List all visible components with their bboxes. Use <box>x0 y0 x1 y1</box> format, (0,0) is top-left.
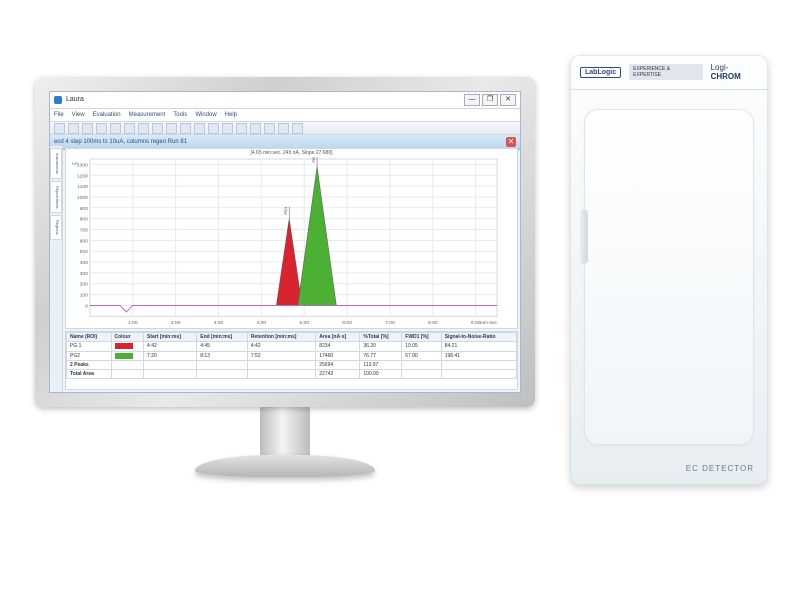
table-row[interactable]: PG 1 4:424:454:42 823436.2010.0584.21 <box>67 342 517 351</box>
side-tab-strip: Instruments Report fields Regions <box>50 146 63 392</box>
svg-text:5:00: 5:00 <box>299 320 309 326</box>
svg-text:1000: 1000 <box>77 195 88 201</box>
svg-text:PG2: PG2 <box>311 157 316 163</box>
product-name: Logi-CHROM <box>711 63 758 81</box>
svg-text:PG1: PG1 <box>283 206 288 215</box>
table-header: FWD1 [%] <box>402 333 441 342</box>
toolbar-button[interactable] <box>82 123 93 134</box>
sidetab-report[interactable]: Report fields <box>50 181 62 213</box>
chart-canvas: 0 100 200 300 400 500 600 700 800 900 1000 1100 1200… <box>66 157 517 328</box>
svg-text:900: 900 <box>80 206 89 212</box>
svg-text:7:00: 7:00 <box>385 320 395 326</box>
table-header: Name (ROI) <box>67 333 112 342</box>
toolbar <box>50 122 520 135</box>
svg-text:8:00: 8:00 <box>428 320 438 326</box>
instrument-door-handle[interactable] <box>580 209 588 264</box>
toolbar-button[interactable] <box>250 123 261 134</box>
maximize-button[interactable]: ❐ <box>482 94 498 106</box>
menu-measurement[interactable]: Measurement <box>129 112 166 118</box>
toolbar-button[interactable] <box>166 123 177 134</box>
sidetab-instruments[interactable]: Instruments <box>50 148 62 179</box>
table-row[interactable]: PG2 7:208:137:52 1746076.7767.00198.41 <box>67 351 517 360</box>
results-table: Name (ROI)ColourStart [min:ms]End [min:m… <box>65 331 518 390</box>
svg-text:1300: 1300 <box>77 162 88 168</box>
app-title: Laura <box>66 92 84 108</box>
monitor-stand-neck <box>260 405 310 460</box>
svg-text:100: 100 <box>80 293 89 299</box>
svg-text:3:00: 3:00 <box>214 320 224 326</box>
window-titlebar: Laura — ❐ ✕ <box>50 92 520 109</box>
ec-detector-instrument: LabLogic EXPERIENCE & EXPERTISE Logi-CHR… <box>570 55 768 485</box>
svg-text:6:00: 6:00 <box>342 320 352 326</box>
minimize-button[interactable]: — <box>464 94 480 106</box>
menu-help[interactable]: Help <box>225 112 237 118</box>
toolbar-button[interactable] <box>222 123 233 134</box>
svg-text:4:00: 4:00 <box>257 320 267 326</box>
screen: Laura — ❐ ✕ File View Evaluation Measure… <box>49 91 521 393</box>
monitor-bezel: Laura — ❐ ✕ File View Evaluation Measure… <box>35 77 535 407</box>
document-tab-title: ecd 4 step 100ms tc 10uA, columns regen … <box>54 139 187 145</box>
brand-tagline: EXPERIENCE & EXPERTISE <box>629 64 702 80</box>
toolbar-button[interactable] <box>96 123 107 134</box>
menubar: File View Evaluation Measurement Tools W… <box>50 109 520 122</box>
chart-header: [4.65 min:sec, 245 nA, Slope 27.680] <box>66 149 517 157</box>
svg-text:2:00: 2:00 <box>171 320 181 326</box>
table-header: Colour <box>111 333 144 342</box>
svg-text:1:00: 1:00 <box>128 320 138 326</box>
menu-view[interactable]: View <box>72 112 85 118</box>
svg-text:400: 400 <box>80 260 89 266</box>
instrument-header: LabLogic EXPERIENCE & EXPERTISE Logi-CHR… <box>570 55 768 90</box>
svg-text:200: 200 <box>80 282 89 288</box>
sidetab-regions[interactable]: Regions <box>50 215 62 240</box>
instrument-footer-label: EC DETECTOR <box>686 464 754 473</box>
toolbar-button[interactable] <box>278 123 289 134</box>
menu-tools[interactable]: Tools <box>173 112 187 118</box>
menu-window[interactable]: Window <box>195 112 216 118</box>
table-header: %Total [%] <box>360 333 402 342</box>
svg-text:500: 500 <box>80 249 89 255</box>
table-header: Signal-to-Noise-Ratio <box>441 333 516 342</box>
svg-text:600: 600 <box>80 238 89 244</box>
toolbar-button[interactable] <box>180 123 191 134</box>
toolbar-button[interactable] <box>110 123 121 134</box>
svg-text:1200: 1200 <box>77 173 88 179</box>
toolbar-button[interactable] <box>138 123 149 134</box>
toolbar-button[interactable] <box>68 123 79 134</box>
toolbar-button[interactable] <box>54 123 65 134</box>
svg-text:800: 800 <box>80 217 89 223</box>
svg-text:300: 300 <box>80 271 89 277</box>
window-controls: — ❐ ✕ <box>464 94 516 106</box>
app-icon <box>54 96 62 104</box>
table-header: Start [min:ms] <box>144 333 197 342</box>
toolbar-button[interactable] <box>292 123 303 134</box>
close-button[interactable]: ✕ <box>500 94 516 106</box>
table-header: Area [nA·s] <box>316 333 360 342</box>
svg-text:min:sec: min:sec <box>480 320 498 326</box>
svg-text:0: 0 <box>85 303 88 309</box>
toolbar-button[interactable] <box>264 123 275 134</box>
menu-evaluation[interactable]: Evaluation <box>93 112 121 118</box>
table-header: End [min:ms] <box>197 333 248 342</box>
svg-text:nA: nA <box>72 161 79 167</box>
chromatogram-chart[interactable]: [4.65 min:sec, 245 nA, Slope 27.680] 0 10… <box>65 148 518 329</box>
table-header: Retention [min:ms] <box>247 333 315 342</box>
toolbar-button[interactable] <box>208 123 219 134</box>
instrument-door[interactable] <box>584 109 754 445</box>
svg-text:700: 700 <box>80 227 89 233</box>
table-summary-row: Total Area 22743100.00 <box>67 369 517 378</box>
toolbar-button[interactable] <box>124 123 135 134</box>
table-summary-row: 2 Peaks 25694113.97 <box>67 360 517 369</box>
brand-logo: LabLogic <box>580 67 621 78</box>
monitor-stand-base <box>195 455 375 477</box>
menu-file[interactable]: File <box>54 112 64 118</box>
toolbar-button[interactable] <box>152 123 163 134</box>
toolbar-button[interactable] <box>236 123 247 134</box>
toolbar-button[interactable] <box>194 123 205 134</box>
svg-text:1100: 1100 <box>77 184 88 190</box>
